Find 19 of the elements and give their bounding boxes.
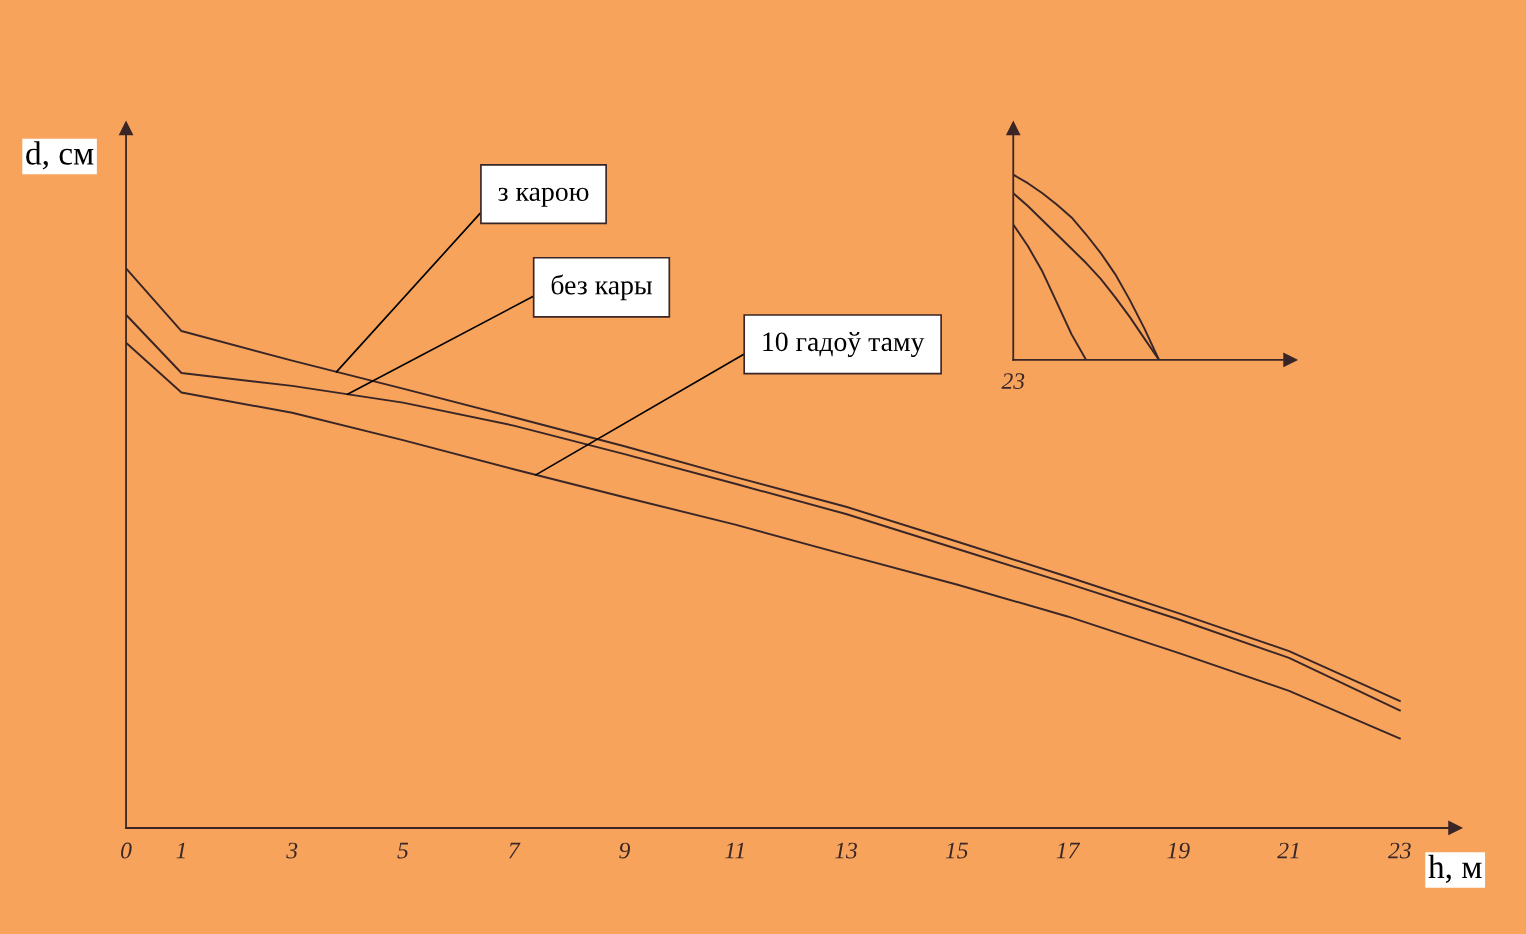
x-tick-label: 15 bbox=[945, 842, 968, 859]
text: 10 гадоў таму bbox=[763, 331, 925, 357]
annotation: 23 bbox=[1001, 373, 1025, 390]
text: з карою bbox=[498, 187, 589, 207]
x-tick-label: 11 bbox=[725, 842, 744, 859]
x-axis-title: h, м bbox=[1428, 854, 1482, 884]
x-tick-label: 1 bbox=[176, 842, 185, 859]
x-tick-label: 5 bbox=[397, 842, 409, 859]
y-axis-title: d, см bbox=[26, 141, 94, 170]
x-tick-label: 13 bbox=[835, 842, 857, 859]
x-tick-label: 3 bbox=[286, 842, 298, 859]
x-tick-label: 19 bbox=[1167, 842, 1190, 859]
x-tick-label: 23 bbox=[1388, 842, 1411, 859]
x-tick-label: 17 bbox=[1056, 842, 1081, 859]
x-tick-label: 0 bbox=[121, 842, 132, 859]
x-tick-label: 7 bbox=[509, 842, 521, 859]
text: без кары bbox=[551, 274, 652, 301]
x-tick-label: 21 bbox=[1277, 842, 1299, 859]
x-tick-label: 9 bbox=[619, 842, 630, 859]
